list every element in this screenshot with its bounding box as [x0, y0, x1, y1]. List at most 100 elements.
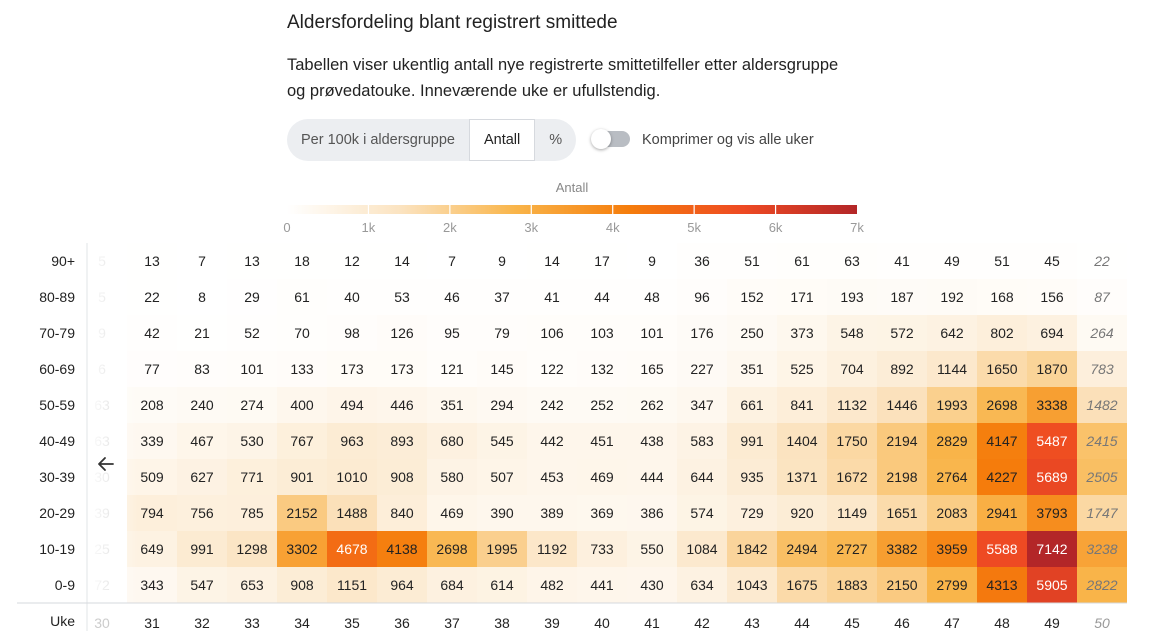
heatmap-cell[interactable]: [527, 459, 577, 495]
heatmap-cell[interactable]: [577, 279, 627, 315]
heatmap-cell[interactable]: [627, 567, 677, 603]
heatmap-cell[interactable]: [227, 279, 277, 315]
heatmap-cell[interactable]: [627, 315, 677, 351]
heatmap-cell[interactable]: [177, 351, 227, 387]
heatmap-cell[interactable]: [277, 279, 327, 315]
heatmap-cell[interactable]: [627, 387, 677, 423]
heatmap-cell[interactable]: [177, 567, 227, 603]
heatmap-cell[interactable]: [727, 459, 777, 495]
heatmap-cell[interactable]: [977, 387, 1027, 423]
heatmap-cell[interactable]: [627, 243, 677, 279]
heatmap-cell[interactable]: [827, 567, 877, 603]
heatmap-cell[interactable]: [1027, 315, 1077, 351]
heatmap-cell[interactable]: [527, 387, 577, 423]
heatmap-cell[interactable]: [227, 495, 277, 531]
heatmap-cell[interactable]: [477, 243, 527, 279]
heatmap-cell[interactable]: [677, 459, 727, 495]
heatmap-cell[interactable]: [327, 279, 377, 315]
heatmap-cell[interactable]: [977, 495, 1027, 531]
heatmap-cell[interactable]: [327, 459, 377, 495]
heatmap-cell[interactable]: [1027, 567, 1077, 603]
heatmap-cell[interactable]: [827, 279, 877, 315]
heatmap-cell[interactable]: [927, 243, 977, 279]
heatmap-cell[interactable]: [277, 351, 327, 387]
heatmap-cell[interactable]: [177, 279, 227, 315]
heatmap-cell[interactable]: [477, 567, 527, 603]
heatmap-cell[interactable]: [677, 495, 727, 531]
heatmap-cell[interactable]: [627, 531, 677, 567]
heatmap-cell[interactable]: [177, 315, 227, 351]
heatmap-cell[interactable]: [927, 459, 977, 495]
heatmap-cell[interactable]: [777, 351, 827, 387]
heatmap-cell[interactable]: [1077, 387, 1127, 423]
heatmap-cell[interactable]: [577, 495, 627, 531]
heatmap-cell[interactable]: [677, 531, 727, 567]
heatmap-cell[interactable]: [877, 495, 927, 531]
heatmap-cell[interactable]: [277, 495, 327, 531]
heatmap-cell[interactable]: [827, 495, 877, 531]
heatmap-cell[interactable]: [427, 315, 477, 351]
heatmap-cell[interactable]: [327, 351, 377, 387]
heatmap-cell[interactable]: [677, 279, 727, 315]
heatmap-cell[interactable]: [477, 315, 527, 351]
heatmap-cell[interactable]: [377, 243, 427, 279]
heatmap-cell[interactable]: [427, 243, 477, 279]
heatmap-cell[interactable]: [727, 387, 777, 423]
heatmap-cell[interactable]: [1027, 459, 1077, 495]
heatmap-cell[interactable]: [327, 423, 377, 459]
heatmap-cell[interactable]: [677, 315, 727, 351]
heatmap-cell[interactable]: [277, 387, 327, 423]
heatmap-cell[interactable]: [477, 387, 527, 423]
heatmap-cell[interactable]: [827, 459, 877, 495]
heatmap-cell[interactable]: [227, 459, 277, 495]
heatmap-cell[interactable]: [877, 459, 927, 495]
heatmap-cell[interactable]: [327, 531, 377, 567]
heatmap-cell[interactable]: [977, 423, 1027, 459]
heatmap-cell[interactable]: [177, 423, 227, 459]
heatmap-cell[interactable]: [627, 351, 677, 387]
heatmap-cell[interactable]: [477, 495, 527, 531]
heatmap-cell[interactable]: [827, 315, 877, 351]
heatmap-cell[interactable]: [377, 459, 427, 495]
heatmap-cell[interactable]: [927, 351, 977, 387]
heatmap-cell[interactable]: [777, 495, 827, 531]
heatmap-cell[interactable]: [1027, 423, 1077, 459]
heatmap-cell[interactable]: [527, 279, 577, 315]
heatmap-cell[interactable]: [677, 423, 727, 459]
heatmap-cell[interactable]: [377, 315, 427, 351]
heatmap-cell[interactable]: [327, 243, 377, 279]
heatmap-cell[interactable]: [227, 351, 277, 387]
heatmap-cell[interactable]: [577, 531, 627, 567]
heatmap-cell[interactable]: [577, 387, 627, 423]
heatmap-cell[interactable]: [827, 423, 877, 459]
heatmap-cell[interactable]: [777, 315, 827, 351]
heatmap-cell[interactable]: [727, 243, 777, 279]
heatmap-cell[interactable]: [627, 279, 677, 315]
heatmap-cell[interactable]: [527, 351, 577, 387]
heatmap-cell[interactable]: [427, 423, 477, 459]
heatmap-cell[interactable]: [977, 567, 1027, 603]
heatmap-cell[interactable]: [727, 423, 777, 459]
tab-antall[interactable]: Antall: [468, 119, 536, 161]
heatmap-cell[interactable]: [1077, 531, 1127, 567]
heatmap-cell[interactable]: [977, 531, 1027, 567]
scroll-left-button[interactable]: [92, 450, 120, 478]
heatmap-cell[interactable]: [927, 531, 977, 567]
heatmap-cell[interactable]: [477, 423, 527, 459]
heatmap-cell[interactable]: [677, 387, 727, 423]
heatmap-cell[interactable]: [927, 279, 977, 315]
heatmap-cell[interactable]: [477, 351, 527, 387]
heatmap-cell[interactable]: [227, 315, 277, 351]
heatmap-cell[interactable]: [777, 531, 827, 567]
heatmap-cell[interactable]: [927, 495, 977, 531]
heatmap-cell[interactable]: [277, 423, 327, 459]
heatmap-cell[interactable]: [1027, 387, 1077, 423]
heatmap-cell[interactable]: [627, 423, 677, 459]
compress-toggle[interactable]: [591, 129, 630, 149]
heatmap-cell[interactable]: [927, 567, 977, 603]
heatmap-cell[interactable]: [377, 387, 427, 423]
heatmap-cell[interactable]: [477, 459, 527, 495]
heatmap-cell[interactable]: [327, 495, 377, 531]
heatmap-cell[interactable]: [977, 243, 1027, 279]
heatmap-cell[interactable]: [277, 459, 327, 495]
